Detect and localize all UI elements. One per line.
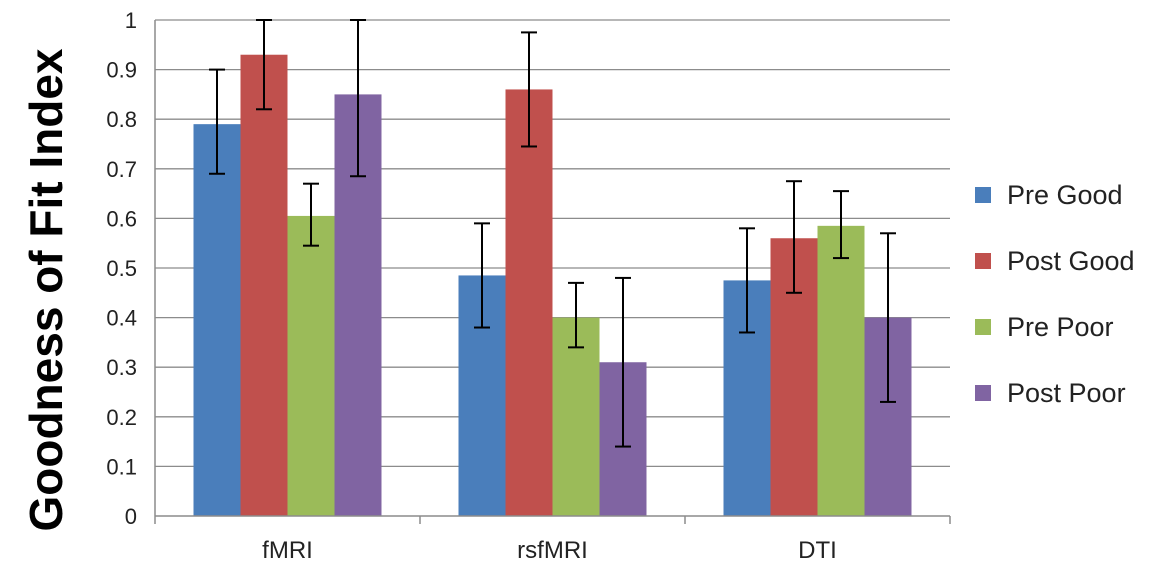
y-tick-label: 0	[125, 504, 137, 529]
legend-swatch	[975, 253, 991, 269]
y-tick-label: 0.6	[106, 206, 137, 231]
y-tick-label: 0.7	[106, 157, 137, 182]
legend-swatch	[975, 187, 991, 203]
legend-label: Post Poor	[1007, 378, 1126, 408]
axes: 0 0.1 0.2 0.3 0.4 0.5 0.6 0.7 0.8 0.9 1 fMRI rsfMRI D…	[106, 8, 951, 564]
x-category-label: rsfMRI	[517, 537, 588, 564]
y-tick-label: 0.5	[106, 256, 137, 281]
y-tick-label: 0.8	[106, 107, 137, 132]
y-tick-label: 0.2	[106, 405, 137, 430]
y-tick-label: 1	[125, 8, 137, 33]
y-tick-label: 0.1	[106, 454, 137, 479]
bar	[193, 124, 241, 516]
error-bars	[209, 19, 896, 448]
legend-label: Pre Good	[1007, 180, 1123, 210]
x-category-label: DTI	[798, 537, 837, 564]
x-category-label: fMRI	[262, 537, 313, 564]
legend: Pre Good Post Good Pre Poor Post Poor	[975, 180, 1135, 408]
legend-label: Post Good	[1007, 246, 1135, 276]
y-tick-label: 0.4	[106, 306, 137, 331]
bar	[287, 215, 335, 517]
bars	[193, 54, 912, 517]
bar	[505, 89, 553, 516]
y-tick-label: 0.3	[106, 355, 137, 380]
y-axis-title: Goodness of Fit Index	[20, 48, 72, 531]
bar	[240, 54, 288, 516]
legend-swatch	[975, 385, 991, 401]
legend-label: Pre Poor	[1007, 312, 1114, 342]
bar	[552, 317, 600, 516]
legend-swatch	[975, 319, 991, 335]
y-tick-label: 0.9	[106, 58, 137, 83]
bar	[817, 225, 865, 516]
